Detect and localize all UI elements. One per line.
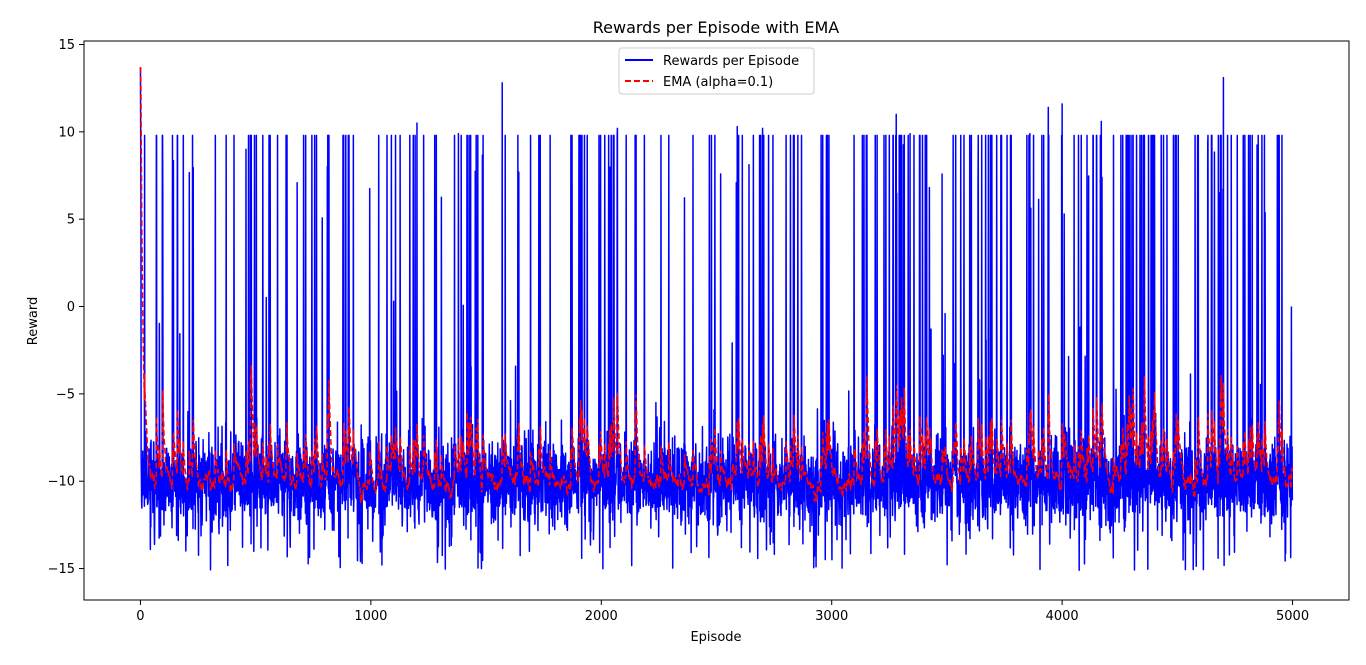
series-line-ema — [139, 67, 1294, 503]
y-tick-label: 5 — [67, 213, 75, 228]
y-tick-label: −15 — [48, 562, 75, 577]
x-tick-label: 4000 — [1046, 609, 1079, 624]
chart-title: Rewards per Episode with EMA — [593, 18, 840, 37]
legend-box — [618, 47, 815, 95]
y-tick-label: 15 — [58, 38, 75, 53]
x-tick-label: 5000 — [1276, 609, 1309, 624]
x-tick-label: 3000 — [815, 609, 848, 624]
y-tick-label: 10 — [58, 125, 75, 140]
y-tick-label: 0 — [67, 300, 75, 315]
x-axis-label: Episode — [690, 630, 741, 645]
x-axis: 0 1000 2000 3000 4000 5000 — [136, 600, 1309, 624]
plot-area — [83, 40, 1350, 601]
legend-label-rewards: Rewards per Episode — [663, 54, 799, 69]
y-tick-label: −10 — [48, 475, 75, 490]
x-tick-label: 1000 — [354, 609, 387, 624]
plot-frame — [83, 40, 1350, 601]
series-layer — [139, 67, 1294, 571]
legend-label-ema: EMA (alpha=0.1) — [663, 75, 773, 90]
x-tick-label: 0 — [136, 609, 144, 624]
series-line-rewards — [139, 67, 1294, 571]
x-tick-label: 2000 — [585, 609, 618, 624]
y-axis: −15 −10 −5 0 5 10 15 — [48, 38, 84, 577]
legend: Rewards per Episode EMA (alpha=0.1) — [618, 47, 815, 95]
y-axis-label: Reward — [26, 297, 41, 345]
y-tick-label: −5 — [56, 387, 75, 402]
